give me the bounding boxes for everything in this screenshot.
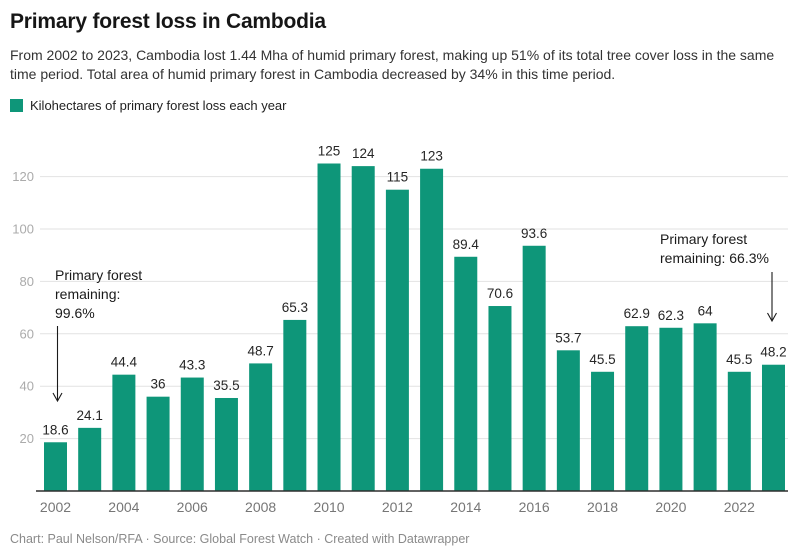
value-label-2022: 45.5 xyxy=(726,352,752,367)
x-axis-label-2018: 2018 xyxy=(587,499,618,515)
bar-2014[interactable] xyxy=(454,256,478,491)
bar-2003[interactable] xyxy=(78,427,102,491)
value-label-2007: 35.5 xyxy=(213,378,239,393)
y-axis-label-60: 60 xyxy=(20,326,34,341)
bar-2023[interactable] xyxy=(761,364,785,491)
annotation-right: Primary forest remaining: 66.3% xyxy=(660,231,777,323)
annotation-arrow-head-right xyxy=(767,312,777,323)
annotation-text-right: Primary forest remaining: 66.3% xyxy=(660,231,769,266)
value-label-2005: 36 xyxy=(151,377,166,392)
x-axis-label-2008: 2008 xyxy=(245,499,276,515)
bar-2021[interactable] xyxy=(693,323,717,491)
bar-2019[interactable] xyxy=(625,326,649,491)
credit-line: Chart: Paul Nelson/RFA · Source: Global … xyxy=(10,532,470,546)
bar-2012[interactable] xyxy=(385,189,409,491)
value-label-2008: 48.7 xyxy=(247,343,273,358)
bar-2010[interactable] xyxy=(317,163,341,492)
annotation-left: Primary forest remaining: 99.6% xyxy=(52,267,142,403)
bar-2016[interactable] xyxy=(522,245,546,491)
value-label-2019: 62.9 xyxy=(624,306,650,321)
value-label-2003: 24.1 xyxy=(77,408,103,423)
x-axis-label-2004: 2004 xyxy=(108,499,139,515)
chart-title: Primary forest loss in Cambodia xyxy=(10,10,326,33)
bar-2007[interactable] xyxy=(214,397,238,491)
chart-description: From 2002 to 2023, Cambodia lost 1.44 Mh… xyxy=(10,47,775,82)
x-axis-label-2010: 2010 xyxy=(313,499,344,515)
bar-2008[interactable] xyxy=(249,363,273,491)
value-label-2012: 115 xyxy=(387,170,409,185)
value-label-2014: 89.4 xyxy=(453,237,480,252)
annotation-arrow-head-left xyxy=(52,392,63,403)
bar-2020[interactable] xyxy=(659,327,683,491)
value-label-2023: 48.2 xyxy=(760,345,786,360)
y-axis-label-100: 100 xyxy=(12,222,34,237)
bar-2018[interactable] xyxy=(591,371,615,491)
bar-2013[interactable] xyxy=(420,168,444,492)
legend-swatch xyxy=(10,99,23,112)
bar-2015[interactable] xyxy=(488,306,512,491)
x-axis-label-2012: 2012 xyxy=(382,499,413,515)
bar-2017[interactable] xyxy=(556,350,580,491)
y-axis-label-20: 20 xyxy=(20,431,34,446)
value-label-2006: 43.3 xyxy=(179,358,205,373)
annotation-text-left: Primary forest remaining: 99.6% xyxy=(55,267,142,321)
bar-2022[interactable] xyxy=(727,371,751,491)
value-label-2021: 64 xyxy=(698,303,714,318)
y-axis-label-120: 120 xyxy=(12,169,34,184)
bar-2002[interactable] xyxy=(44,442,67,491)
value-label-2013: 123 xyxy=(420,149,443,164)
value-label-2009: 65.3 xyxy=(282,300,308,315)
value-label-2004: 44.4 xyxy=(111,355,138,370)
bar-2005[interactable] xyxy=(146,396,170,491)
bar-chart: 20 40 60 80 100 120 18.6 24.1 44.4 36 43.3 35.5 48.7… xyxy=(12,144,788,515)
value-label-2016: 93.6 xyxy=(521,226,547,241)
y-axis-label-40: 40 xyxy=(20,379,34,394)
value-label-2010: 125 xyxy=(318,144,341,159)
x-axis-label-2014: 2014 xyxy=(450,499,481,515)
value-label-2018: 45.5 xyxy=(589,352,615,367)
value-label-2017: 53.7 xyxy=(555,330,581,345)
value-label-2011: 124 xyxy=(352,146,375,161)
x-axis-label-2006: 2006 xyxy=(177,499,208,515)
x-axis-label-2016: 2016 xyxy=(519,499,550,515)
value-label-2015: 70.6 xyxy=(487,286,513,301)
legend: Kilohectares of primary forest loss each… xyxy=(10,98,790,113)
value-label-2020: 62.3 xyxy=(658,308,684,323)
bar-2004[interactable] xyxy=(112,374,136,491)
bar-2011[interactable] xyxy=(351,166,375,491)
bar-2006[interactable] xyxy=(180,377,204,491)
value-label-2002: 18.6 xyxy=(42,422,68,437)
x-axis-label-2022: 2022 xyxy=(724,499,755,515)
x-axis-label-2020: 2020 xyxy=(655,499,686,515)
y-axis-label-80: 80 xyxy=(20,274,34,289)
x-axis-label-2002: 2002 xyxy=(40,499,71,515)
bar-2009[interactable] xyxy=(283,319,307,491)
legend-label: Kilohectares of primary forest loss each… xyxy=(30,98,287,113)
